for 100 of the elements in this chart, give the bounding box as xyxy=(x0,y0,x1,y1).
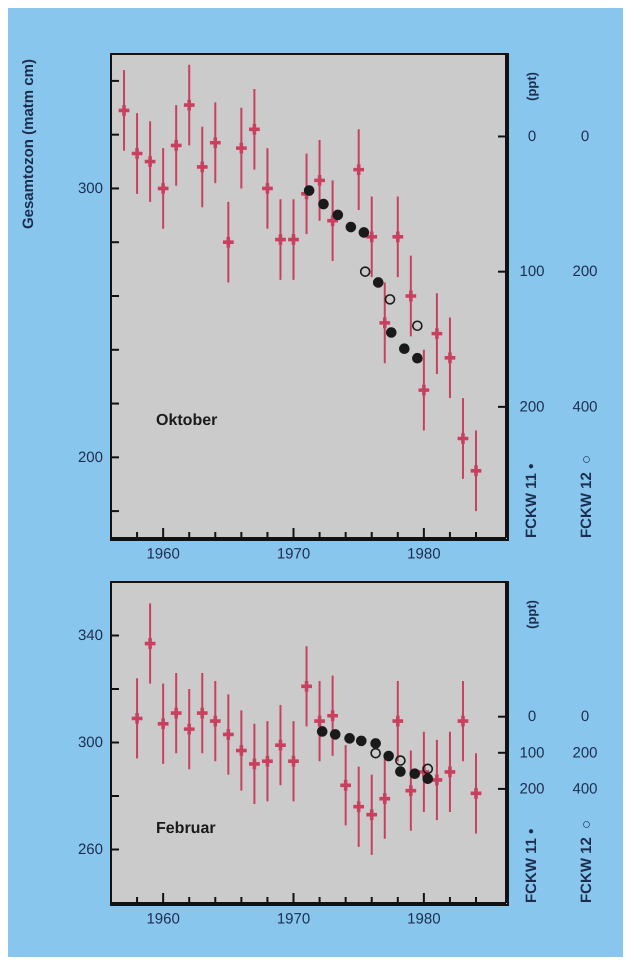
point xyxy=(409,768,420,780)
y-tick-label: 340 xyxy=(78,627,103,644)
point xyxy=(353,801,364,812)
x-tick-label: 1970 xyxy=(276,910,310,928)
y3-tick-label: 400 xyxy=(572,780,598,798)
point xyxy=(196,162,208,172)
point xyxy=(346,222,356,232)
x-tick-label: 1960 xyxy=(146,910,180,928)
point xyxy=(262,756,273,767)
text: Februar xyxy=(156,820,216,838)
point xyxy=(353,164,364,175)
point xyxy=(262,183,273,194)
point xyxy=(210,137,221,148)
point xyxy=(318,198,329,210)
point xyxy=(366,809,378,820)
point xyxy=(158,718,169,730)
point xyxy=(379,318,390,328)
point xyxy=(314,716,325,726)
point xyxy=(372,277,384,288)
y3-tick-label: 200 xyxy=(572,744,598,762)
point xyxy=(330,729,341,740)
point xyxy=(422,773,434,784)
y-axis-title: Gesamtozon (matm cm) xyxy=(20,59,37,230)
y3-tick-label: 0 xyxy=(580,128,590,145)
point xyxy=(384,294,396,305)
x-tick-label: 1980 xyxy=(407,546,441,562)
y2-tick-label: 200 xyxy=(519,780,545,798)
point xyxy=(360,266,371,277)
y2-tick-label: 100 xyxy=(519,263,545,280)
point xyxy=(412,320,423,332)
point xyxy=(470,788,482,799)
point xyxy=(301,680,312,692)
point xyxy=(118,105,130,116)
point xyxy=(422,764,434,774)
point xyxy=(386,327,397,338)
y-tick-label: 200 xyxy=(78,448,103,466)
point xyxy=(210,716,221,726)
y3-axis-title: FCKW 12 ○ xyxy=(578,814,595,903)
point xyxy=(370,738,381,749)
text: Oktober xyxy=(156,412,218,430)
point xyxy=(344,733,355,744)
point xyxy=(399,343,410,354)
point xyxy=(392,716,404,726)
point xyxy=(327,710,338,722)
point xyxy=(432,774,442,786)
point xyxy=(383,750,394,762)
point xyxy=(358,227,370,238)
y-tick-label: 260 xyxy=(78,841,103,858)
point xyxy=(444,766,456,778)
point xyxy=(184,100,195,110)
point xyxy=(444,352,456,364)
point xyxy=(184,724,195,734)
y3-tick-label: 0 xyxy=(580,708,590,726)
point xyxy=(236,745,247,756)
point xyxy=(158,183,169,194)
x-tick-label: 1980 xyxy=(407,910,441,928)
point xyxy=(288,234,299,245)
y3-axis-title: FCKW 12 ○ xyxy=(578,450,595,538)
y3-tick-label: 200 xyxy=(572,263,598,280)
point xyxy=(366,231,378,242)
point xyxy=(144,156,156,167)
point xyxy=(470,465,482,476)
point xyxy=(304,185,314,196)
point xyxy=(370,748,381,758)
point xyxy=(356,736,367,746)
point xyxy=(418,384,430,396)
point xyxy=(316,726,328,737)
point xyxy=(170,708,182,718)
y-tick-label: 300 xyxy=(78,734,103,751)
y-tick-label: 300 xyxy=(78,180,103,197)
point xyxy=(340,780,352,791)
point xyxy=(196,708,208,718)
y2-tick-label: 0 xyxy=(528,708,536,726)
y2-tick-label: 0 xyxy=(528,128,536,145)
text: (ppt) xyxy=(524,72,539,101)
point xyxy=(222,236,234,248)
point xyxy=(405,785,416,796)
point xyxy=(249,124,260,135)
point xyxy=(332,210,344,220)
y2-axis-title: FCKW 11 • xyxy=(523,828,540,903)
x-tick-label: 1970 xyxy=(276,546,310,562)
point xyxy=(275,234,286,245)
point xyxy=(236,142,247,154)
point xyxy=(222,729,234,740)
y2-axis-title: FCKW 11 • xyxy=(523,462,540,538)
point xyxy=(275,740,286,751)
point xyxy=(458,716,468,726)
x-tick-label: 1960 xyxy=(146,546,180,562)
point xyxy=(170,140,182,151)
point xyxy=(249,758,260,770)
y3-tick-label: 400 xyxy=(572,398,598,416)
y2-tick-label: 100 xyxy=(519,744,545,762)
point xyxy=(458,433,468,444)
text: (ppt) xyxy=(524,600,539,629)
point xyxy=(314,175,325,186)
y2-tick-label: 200 xyxy=(519,398,545,416)
point xyxy=(395,766,406,777)
point xyxy=(412,352,423,364)
point xyxy=(432,328,442,340)
point xyxy=(392,231,404,242)
